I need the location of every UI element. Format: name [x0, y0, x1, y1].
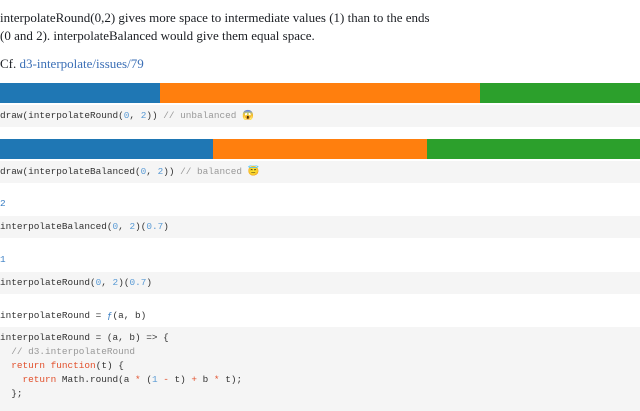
- token: // d3.interpolateRound: [11, 346, 136, 357]
- token: interpolateRound(: [0, 277, 96, 288]
- code-cell[interactable]: draw(interpolateRound(0, 2)) // unbalanc…: [0, 105, 640, 127]
- code-line: // d3.interpolateRound: [0, 345, 640, 359]
- token: // unbalanced 😱: [163, 110, 254, 121]
- code-cell[interactable]: interpolateRound(0, 2)(0.7): [0, 272, 640, 294]
- token: )): [146, 110, 164, 121]
- token: +: [191, 374, 198, 385]
- token: )(: [135, 221, 147, 232]
- token: 0: [112, 221, 119, 232]
- code-cell[interactable]: draw(interpolateBalanced(0, 2)) // balan…: [0, 161, 640, 183]
- segment: [213, 139, 427, 159]
- token: 0.7: [146, 221, 164, 232]
- cell-output: 2: [0, 197, 640, 211]
- segment: [0, 83, 160, 103]
- token: };: [0, 388, 23, 399]
- token: *: [213, 374, 220, 385]
- code-line: return function(t) {: [0, 359, 640, 373]
- code-cell[interactable]: interpolateBalanced(0, 2)(0.7): [0, 216, 640, 238]
- token: (a, b): [112, 310, 147, 321]
- token: Math.round(a: [56, 374, 136, 385]
- intro-line: interpolateRound(0,2) gives more space t…: [0, 10, 430, 25]
- token: 0.7: [129, 277, 147, 288]
- page: interpolateRound(0,2) gives more space t…: [0, 10, 640, 399]
- code-line: interpolateBalanced(0, 2)(0.7): [0, 220, 640, 234]
- token: 0: [95, 277, 102, 288]
- code-line: interpolateRound = ƒ(a, b): [0, 309, 640, 323]
- token: )): [163, 166, 181, 177]
- cell-output: 1: [0, 253, 640, 267]
- token: function: [50, 360, 96, 371]
- token: 0: [123, 110, 130, 121]
- token: ,: [101, 277, 113, 288]
- token: interpolateRound =: [0, 310, 107, 321]
- segment: [160, 83, 480, 103]
- token: 2: [0, 198, 6, 209]
- token: 2: [140, 110, 147, 121]
- code-line: 2: [0, 197, 640, 211]
- token: 2: [112, 277, 119, 288]
- segment: [480, 83, 640, 103]
- token: interpolateRound = (a, b) => {: [0, 332, 169, 343]
- token: ): [146, 277, 152, 288]
- code-line: draw(interpolateBalanced(0, 2)) // balan…: [0, 165, 640, 179]
- token: return: [11, 360, 46, 371]
- segment: [427, 139, 640, 159]
- token: ,: [146, 166, 158, 177]
- token: 0: [140, 166, 147, 177]
- token: -: [163, 374, 169, 385]
- balanced-bar: [0, 139, 640, 159]
- token: [0, 360, 11, 371]
- cf: Cf. d3-interpolate/issues/79: [0, 56, 144, 72]
- token: *: [135, 374, 141, 385]
- token: t): [168, 374, 192, 385]
- token: 1: [151, 374, 158, 385]
- issue-link[interactable]: d3-interpolate/issues/79: [19, 56, 144, 71]
- code-line: draw(interpolateRound(0, 2)) // unbalanc…: [0, 109, 640, 123]
- token: 2: [157, 166, 164, 177]
- token: ): [163, 221, 169, 232]
- cell-output: interpolateRound = ƒ(a, b): [0, 309, 640, 323]
- token: ƒ: [106, 310, 113, 321]
- token: interpolateBalanced(: [0, 221, 113, 232]
- token: [0, 346, 11, 357]
- token: ,: [118, 221, 130, 232]
- token: [0, 374, 23, 385]
- token: 1: [0, 254, 6, 265]
- code-line: return Math.round(a * (1 - t) + b * t);: [0, 373, 640, 387]
- token: ,: [129, 110, 141, 121]
- unbalanced-bar: [0, 83, 640, 103]
- token: 2: [129, 221, 136, 232]
- token: // balanced 😇: [180, 166, 260, 177]
- cf-label: Cf.: [0, 56, 17, 71]
- intro-line: (0 and 2). interpolateBalanced would giv…: [0, 28, 315, 43]
- code-cell[interactable]: interpolateRound = (a, b) => { // d3.int…: [0, 327, 640, 411]
- token: b: [197, 374, 214, 385]
- code-line: interpolateRound(0, 2)(0.7): [0, 276, 640, 290]
- token: return: [22, 374, 57, 385]
- token: )(: [118, 277, 130, 288]
- code-line: 1: [0, 253, 640, 267]
- code-line: interpolateRound = (a, b) => {: [0, 331, 640, 345]
- token: t);: [219, 374, 243, 385]
- token: (: [140, 374, 152, 385]
- token: (t) {: [95, 360, 124, 371]
- segment: [0, 139, 213, 159]
- token: draw(interpolateRound(: [0, 110, 124, 121]
- code-line: };: [0, 387, 640, 401]
- token: draw(interpolateBalanced(: [0, 166, 141, 177]
